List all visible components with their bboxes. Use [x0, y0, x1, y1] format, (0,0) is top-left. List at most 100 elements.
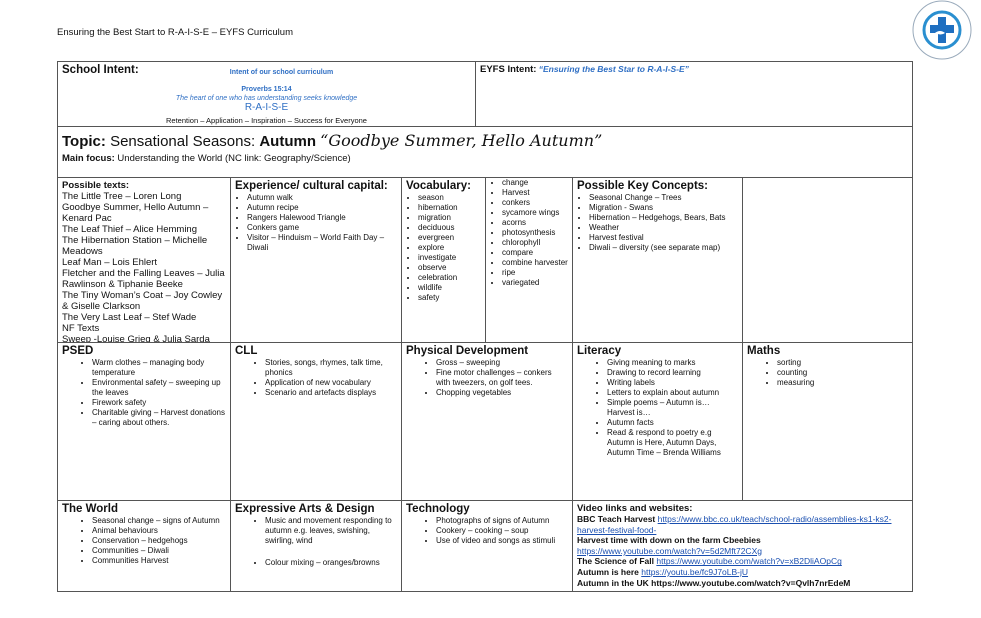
book-title: The Leaf Thief – Alice Hemming [62, 224, 198, 235]
verse-text: The heart of one who has understanding s… [175, 95, 358, 102]
document-title: Ensuring the Best Start to R-A-I-S-E – E… [57, 27, 293, 38]
list-item: Migration - Swans [589, 203, 738, 213]
video-link-label: The Science of Fall [577, 556, 654, 567]
literacy-list: Giving meaning to marksDrawing to record… [577, 358, 738, 458]
topic-label: Topic: [62, 133, 106, 150]
video-link-row: Harvest time with down on the farm Cbeeb… [577, 535, 908, 556]
list-item: compare [502, 248, 568, 258]
list-item: Weather [589, 223, 738, 233]
topic-cell: Topic: Sensational Seasons: Autumn “Good… [57, 126, 913, 178]
vocabulary-list-2: changeHarvestconkerssycamore wingsacorns… [490, 178, 568, 288]
literacy-cell: Literacy Giving meaning to marksDrawing … [572, 342, 743, 501]
list-item: combine harvester [502, 258, 568, 268]
physical-heading: Physical Development [406, 345, 529, 357]
key-concepts-cell: Possible Key Concepts: Seasonal Change –… [572, 177, 743, 343]
eyfs-intent-text: “Ensuring the Best Star to R-A-I-S-E” [538, 64, 689, 74]
list-item: sycamore wings [502, 208, 568, 218]
list-item: evergreen [418, 233, 481, 243]
list-item: Visitor – Hinduism – World Faith Day – D… [247, 233, 397, 253]
video-link-label: Harvest time with down on the farm Cbeeb… [577, 535, 761, 546]
list-item: Seasonal change – signs of Autumn [92, 516, 226, 526]
raise-expansion: Retention – Application – Inspiration – … [166, 116, 367, 125]
key-concepts-list: Seasonal Change – TreesMigration - Swans… [577, 193, 738, 253]
experience-heading: Experience/ cultural capital: [235, 180, 388, 192]
book-title: The Very Last Leaf – Stef Wade [62, 312, 197, 323]
world-heading: The World [62, 503, 119, 515]
focus-label: Main focus: [62, 153, 115, 164]
list-item: Application of new vocabulary [265, 378, 397, 388]
video-link-url[interactable]: https://www.youtube.com/watch?v=Qvlh7nrE… [651, 577, 851, 588]
video-link-url[interactable]: https://www.youtube.com/watch?v=5d2Mft72… [577, 545, 762, 556]
expressive-heading: Expressive Arts & Design [235, 503, 375, 515]
list-item: season [418, 193, 481, 203]
vocabulary-list-1: seasonhibernationmigrationdeciduouseverg… [406, 193, 481, 303]
list-item: wildlife [418, 283, 481, 293]
video-link-url[interactable]: https://youtu.be/fc9J7oLB-jU [641, 566, 749, 577]
list-item: Harvest festival [589, 233, 738, 243]
list-item: Gross – sweeping [436, 358, 568, 368]
raise-acronym: R-A-I-S-E [244, 102, 289, 113]
list-item: Rangers Halewood Triangle [247, 213, 397, 223]
video-link-row: Autumn in the UK https://www.youtube.com… [577, 578, 908, 589]
list-item: counting [777, 368, 908, 378]
verse-reference: Proverbs 15:14 [241, 86, 292, 93]
list-item: Drawing to record learning [607, 368, 738, 378]
psed-heading: PSED [62, 345, 94, 357]
book-title: Fletcher and the Falling Leaves – Julia … [62, 268, 225, 290]
list-item: Scenario and artefacts displays [265, 388, 397, 398]
list-item: Conservation – hedgehogs [92, 536, 226, 546]
video-link-row: The Science of Fall https://www.youtube.… [577, 556, 908, 567]
video-links-cell: Video links and websites: BBC Teach Harv… [572, 500, 913, 592]
video-link-url[interactable]: https://www.youtube.com/watch?v=xB2DliAO… [656, 556, 842, 567]
world-list: Seasonal change – signs of AutumnAnimal … [62, 516, 226, 566]
school-crest-logo [912, 0, 972, 60]
book-title: Goodbye Summer, Hello Autumn – Kenard Pa… [62, 202, 209, 224]
technology-cell: Technology Photographs of signs of Autum… [401, 500, 573, 592]
book-title: Sweep -Louise Grieg & Julia Sarda [62, 334, 210, 343]
list-item: Use of video and songs as stimuli [436, 536, 568, 546]
maths-cell: Maths sortingcountingmeasuring [742, 342, 913, 501]
list-item: investigate [418, 253, 481, 263]
cll-cell: CLL Stories, songs, rhymes, talk time, p… [230, 342, 402, 501]
book-title: The Little Tree – Loren Long [62, 191, 182, 202]
list-item: Autumn recipe [247, 203, 397, 213]
list-item: Firework safety [92, 398, 226, 408]
experience-list: Autumn walkAutumn recipeRangers Halewood… [235, 193, 397, 253]
psed-list: Warm clothes – managing body temperature… [62, 358, 226, 428]
cll-heading: CLL [235, 345, 258, 357]
list-item: observe [418, 263, 481, 273]
school-intent-subtitle: Intent of our school curriculum [229, 69, 334, 76]
book-title: Leaf Man – Lois Ehlert [62, 257, 158, 268]
list-item: Communities Harvest [92, 556, 226, 566]
list-item: sorting [777, 358, 908, 368]
list-item: Autumn facts [607, 418, 738, 428]
eyfs-intent-label: EYFS Intent: [480, 64, 537, 75]
list-item: Conkers game [247, 223, 397, 233]
video-link-url[interactable]: https://www.bbc.co.uk/teach/school-radio… [577, 514, 892, 535]
maths-list: sortingcountingmeasuring [747, 358, 908, 388]
expressive-list: Music and movement responding to autumn … [235, 516, 397, 568]
book-title: The Hibernation Station – Michelle Meado… [62, 235, 208, 257]
possible-texts-cell: Possible texts: The Little Tree – Loren … [57, 177, 231, 343]
technology-list: Photographs of signs of AutumnCookery – … [406, 516, 568, 546]
physical-cell: Physical Development Gross – sweepingFin… [401, 342, 573, 501]
list-item: Simple poems – Autumn is… Harvest is… [607, 398, 738, 418]
eyfs-intent-cell: EYFS Intent: “Ensuring the Best Star to … [475, 61, 913, 127]
possible-texts-heading: Possible texts: [62, 180, 130, 191]
list-item: Music and movement responding to autumn … [265, 516, 397, 546]
list-item: Seasonal Change – Trees [589, 193, 738, 203]
school-intent-label: School Intent: [62, 64, 139, 76]
list-item: Communities – Diwali [92, 546, 226, 556]
school-intent-cell: School Intent: Intent of our school curr… [57, 61, 476, 127]
book-title: NF Texts [62, 323, 100, 334]
list-item: measuring [777, 378, 908, 388]
list-item: Diwali – diversity (see separate map) [589, 243, 738, 253]
topic-season: Autumn [259, 133, 316, 150]
list-item: deciduous [418, 223, 481, 233]
list-item: variegated [502, 278, 568, 288]
video-link-row: BBC Teach Harvest https://www.bbc.co.uk/… [577, 514, 908, 535]
video-link-row: Autumn is here https://youtu.be/fc9J7oLB… [577, 567, 908, 578]
physical-list: Gross – sweepingFine motor challenges – … [406, 358, 568, 398]
list-item: Chopping vegetables [436, 388, 568, 398]
literacy-heading: Literacy [577, 345, 622, 357]
